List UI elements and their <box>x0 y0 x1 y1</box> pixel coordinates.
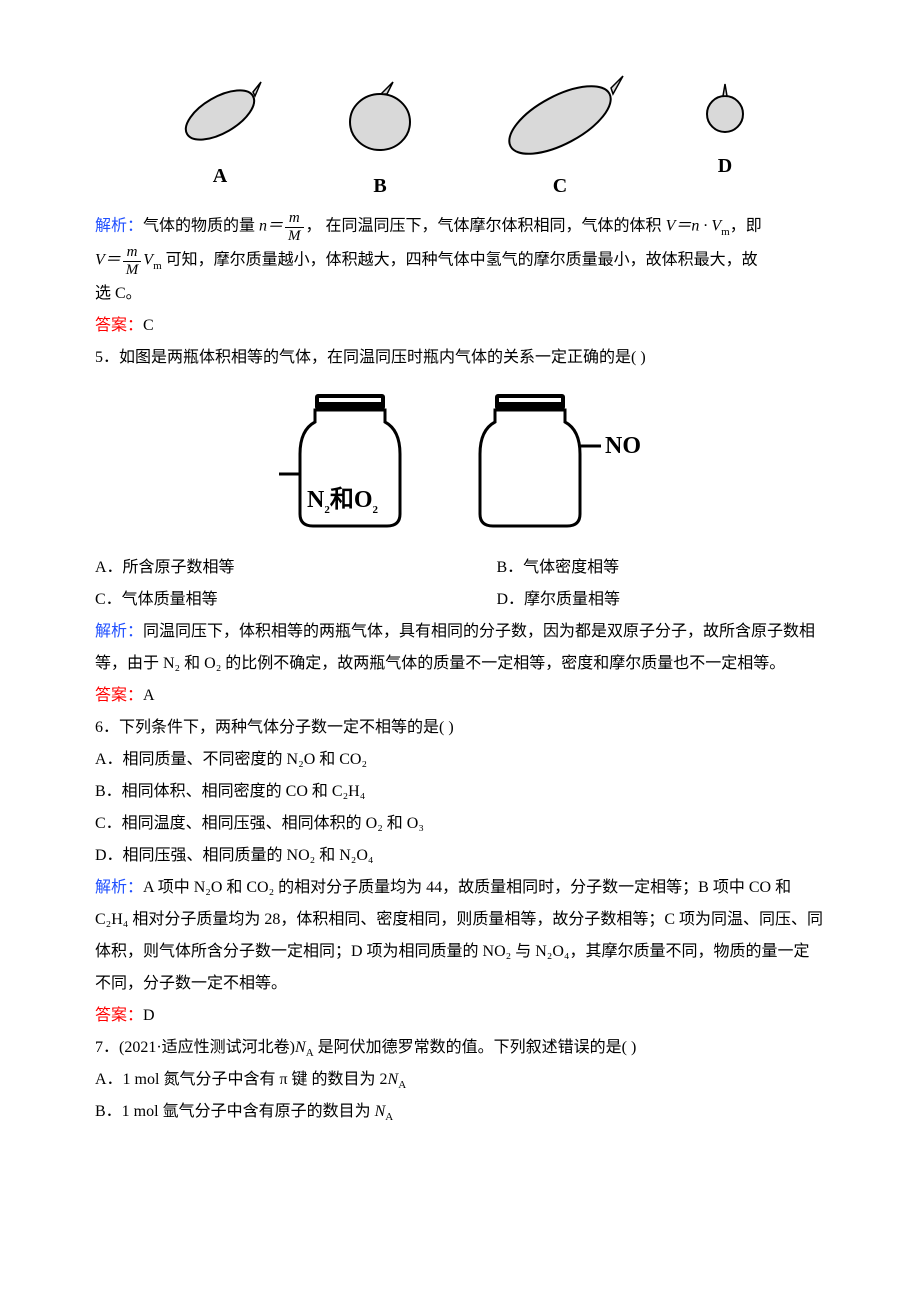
q4-answer-label: 答案： <box>95 317 143 334</box>
q6-num: 6． <box>95 719 119 736</box>
q5-num: 5． <box>95 349 119 366</box>
q7-optA-sub: A <box>398 1079 406 1091</box>
q7-stem-a: (2021·适应性测试河北卷) <box>119 1039 295 1056</box>
q6-stem: 6．下列条件下，两种气体分子数一定不相等的是( ) <box>95 712 825 744</box>
q4-frac2-den: M <box>123 262 142 279</box>
q6-analysis-text: A 项中 N₂O 和 CO₂ 的相对分子质量均为 44，故质量相同时，分子数一定… <box>95 879 823 992</box>
balloon-c-svg <box>485 70 635 160</box>
q4-analysis-line3: 选 C。 <box>95 278 825 310</box>
q5-optD: D．摩尔质量相等 <box>497 584 826 616</box>
balloon-label-a: A <box>165 156 275 196</box>
bottle1-n: N <box>307 487 324 513</box>
balloon-b: B <box>335 70 425 206</box>
page: A B C D 解析：气体的物质的量 n＝m <box>0 0 920 1189</box>
q5-stem: 5．如图是两瓶体积相等的气体，在同温同压时瓶内气体的关系一定正确的是( ) <box>95 342 825 374</box>
bottle-2: NO <box>465 384 655 546</box>
q6-answer-value: D <box>143 1007 155 1024</box>
q4-answer-value: C <box>143 317 154 334</box>
q4-frac2-num: m <box>123 244 142 262</box>
q5-answer-label: 答案： <box>95 687 143 704</box>
q4-frac1: mM <box>285 210 304 244</box>
q6-optB: B．相同体积、相同密度的 CO 和 C₂H₄ <box>95 776 825 808</box>
q4-analysis-part2: ， 在同温同压下，气体摩尔体积相同，气体的体积 <box>306 218 666 235</box>
q4-eq-v-sub: m <box>721 226 730 238</box>
q7-optB: B．1 mol 氩气分子中含有原子的数目为 NA <box>95 1096 825 1128</box>
balloon-a-svg <box>165 70 275 150</box>
q6-stem-text: 下列条件下，两种气体分子数一定不相等的是( ) <box>119 719 454 736</box>
q4-analysis-part3: ，即 <box>730 218 762 235</box>
q4-analysis-line2: V＝mMVm 可知，摩尔质量越小，体积越大，四种气体中氢气的摩尔质量最小，故体积… <box>95 244 825 278</box>
q5-answer-value: A <box>143 687 155 704</box>
q4-l2-vsub: m <box>153 260 162 272</box>
q6-optD: D．相同压强、相同质量的 NO₂ 和 N₂O₄ <box>95 840 825 872</box>
q4-analysis-part1: 气体的物质的量 <box>143 218 259 235</box>
q7-optA-a: A．1 mol 氮气分子中含有 π 键 的数目为 2 <box>95 1071 388 1088</box>
balloon-label-b: B <box>335 166 425 206</box>
bottle-1-label: N2和O2 <box>307 476 378 524</box>
bottle1-he: 和O <box>330 487 373 513</box>
q4-l2-v: V <box>143 252 153 269</box>
bottles-figure: N2和O2 NO <box>95 384 825 546</box>
q5-optB: B．气体密度相等 <box>497 552 826 584</box>
q4-l2-rest: 可知，摩尔质量越小，体积越大，四种气体中氢气的摩尔质量最小，故体积最大，故 <box>162 252 758 269</box>
q5-optC: C．气体质量相等 <box>95 584 497 616</box>
q7-optA-na: N <box>388 1071 399 1088</box>
q6-answer-label: 答案： <box>95 1007 143 1024</box>
balloons-figure: A B C D <box>95 70 825 206</box>
q6-answer: 答案：D <box>95 1000 825 1032</box>
q7-num: 7． <box>95 1039 119 1056</box>
q4-frac1-den: M <box>285 228 304 245</box>
balloon-b-svg <box>335 70 425 160</box>
q7-na: N <box>295 1039 306 1056</box>
q7-optB-a: B．1 mol 氩气分子中含有原子的数目为 <box>95 1103 375 1120</box>
q7-na-sub: A <box>306 1047 314 1059</box>
balloon-d: D <box>695 70 755 206</box>
q5-analysis: 解析：同温同压下，体积相等的两瓶气体，具有相同的分子数，因为都是双原子分子，故所… <box>95 616 825 680</box>
bottle1-o2: 2 <box>373 504 379 516</box>
q6-optC: C．相同温度、相同压强、相同体积的 O₂ 和 O₃ <box>95 808 825 840</box>
q6-optA: A．相同质量、不同密度的 N₂O 和 CO₂ <box>95 744 825 776</box>
q5-options-row1: A．所含原子数相等 B．气体密度相等 <box>95 552 825 584</box>
q6-analysis: 解析：A 项中 N₂O 和 CO₂ 的相对分子质量均为 44，故质量相同时，分子… <box>95 872 825 1000</box>
q4-analysis-label: 解析： <box>95 218 143 235</box>
q5-optA: A．所含原子数相等 <box>95 552 497 584</box>
q6-analysis-label: 解析： <box>95 879 143 896</box>
balloon-label-c: C <box>485 166 635 206</box>
q4-frac2: mM <box>123 244 142 278</box>
q5-stem-text: 如图是两瓶体积相等的气体，在同温同压时瓶内气体的关系一定正确的是( ) <box>119 349 646 366</box>
q7-stem: 7．(2021·适应性测试河北卷)NA 是阿伏加德罗常数的值。下列叙述错误的是(… <box>95 1032 825 1064</box>
q7-optA: A．1 mol 氮气分子中含有 π 键 的数目为 2NA <box>95 1064 825 1096</box>
q4-analysis-line1: 解析：气体的物质的量 n＝mM， 在同温同压下，气体摩尔体积相同，气体的体积 V… <box>95 210 825 244</box>
balloon-c: C <box>485 70 635 206</box>
q5-options-row2: C．气体质量相等 D．摩尔质量相等 <box>95 584 825 616</box>
balloon-d-svg <box>695 70 755 140</box>
q4-frac1-num: m <box>285 210 304 228</box>
q7-optB-sub: A <box>385 1112 393 1124</box>
q4-eq-v: V＝n · V <box>666 218 722 235</box>
balloon-a: A <box>165 70 275 206</box>
q5-analysis-label: 解析： <box>95 623 143 640</box>
q5-answer: 答案：A <box>95 680 825 712</box>
balloon-label-d: D <box>695 146 755 186</box>
q4-eq1-lhs: n＝ <box>259 218 283 235</box>
q5-analysis-text: 同温同压下，体积相等的两瓶气体，具有相同的分子数，因为都是双原子分子，故所含原子… <box>95 623 815 672</box>
q4-l2-lhs: V＝ <box>95 252 121 269</box>
bottle-2-label: NO <box>605 422 641 470</box>
bottle-1: N2和O2 <box>265 384 435 546</box>
q4-answer: 答案：C <box>95 310 825 342</box>
q7-stem-b: 是阿伏加德罗常数的值。下列叙述错误的是( ) <box>314 1039 637 1056</box>
q7-optB-na: N <box>375 1103 386 1120</box>
